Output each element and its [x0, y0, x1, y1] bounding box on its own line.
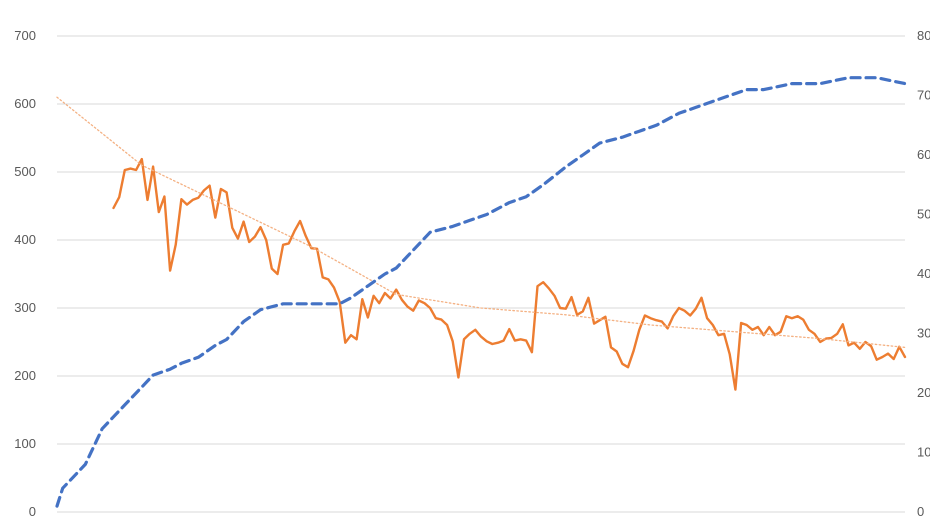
left-tick-label: 500: [14, 164, 36, 179]
series-line-solid-orange: [112, 157, 907, 391]
right-tick-label: 30: [917, 326, 930, 341]
right-tick-label: 50: [917, 207, 930, 222]
trendline-dotted: [56, 96, 906, 349]
left-tick-label: 400: [14, 232, 36, 247]
right-tick-label: 60: [917, 147, 930, 162]
left-axis-ticks: 0 100 200 300 400 500 600 700: [14, 28, 36, 519]
right-axis-ticks: 0 10 20 30 40 50 60 70 80: [917, 28, 930, 519]
right-tick-label: 10: [917, 445, 930, 460]
left-tick-label: 700: [14, 28, 36, 43]
right-tick-label: 20: [917, 385, 930, 400]
series-layer: [55, 76, 907, 508]
right-tick-label: 0: [917, 504, 924, 519]
right-tick-label: 40: [917, 266, 930, 281]
left-tick-label: 0: [29, 504, 36, 519]
right-tick-label: 80: [917, 28, 930, 43]
right-tick-label: 70: [917, 88, 930, 103]
left-tick-label: 200: [14, 368, 36, 383]
left-tick-label: 300: [14, 300, 36, 315]
series-line-dashed-blue: [55, 76, 907, 508]
gridlines: [57, 35, 905, 513]
left-tick-label: 600: [14, 96, 36, 111]
left-tick-label: 100: [14, 436, 36, 451]
